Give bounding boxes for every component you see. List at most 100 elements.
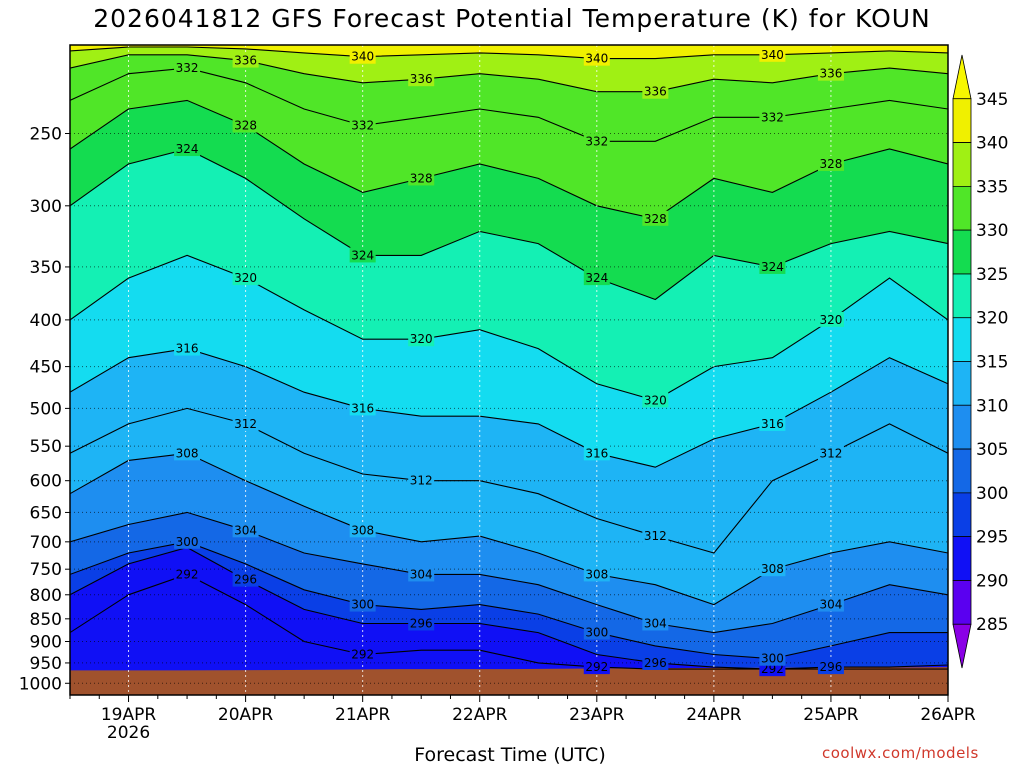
isentrope-296: [70, 546, 948, 670]
contour-label-bg: [232, 415, 259, 431]
ground-layer: [70, 667, 948, 695]
colorbar-segment: [952, 536, 972, 581]
y-tick-label: 800: [30, 586, 62, 606]
contour-label-300: 300: [176, 535, 199, 549]
isentrope-308: [70, 452, 948, 606]
y-tick-label: 300: [30, 197, 62, 217]
contour-label-bg: [408, 615, 435, 631]
colorbar-segment: [952, 361, 972, 406]
grid-layer: [70, 45, 948, 695]
contour-label-bg: [817, 156, 844, 172]
y-tick-label: 250: [30, 124, 62, 144]
colorbar-label: 345: [976, 90, 1008, 110]
colorbar-label: 290: [976, 571, 1008, 591]
y-tick-label: 400: [30, 311, 62, 331]
x-tick-label: 19APR: [101, 705, 157, 725]
contour-label-bg: [759, 415, 786, 431]
y-tick-label: 850: [30, 610, 62, 630]
contour-label-296: 296: [644, 656, 667, 670]
x-tick-label: 26APR: [920, 705, 976, 725]
y-tick-label: 450: [30, 358, 62, 378]
contour-label-304: 304: [644, 616, 667, 630]
contour-label-bg: [817, 65, 844, 81]
contour-label-300: 300: [585, 626, 608, 640]
contour-label-bg: [642, 392, 669, 408]
credit-link[interactable]: coolwx.com/models: [822, 744, 979, 762]
contour-label-336: 336: [234, 54, 257, 68]
contour-label-bg: [349, 247, 376, 263]
contour-label-bg: [174, 60, 201, 76]
isentrope-336: [70, 54, 948, 93]
colorbar-segment: [952, 54, 972, 100]
contour-label-320: 320: [410, 332, 433, 346]
contour-label-336: 336: [819, 67, 842, 81]
contour-label-bg: [174, 533, 201, 549]
contour-label-324: 324: [585, 271, 608, 285]
contour-label-bg: [174, 445, 201, 461]
contour-label-332: 332: [176, 61, 199, 75]
colorbar-label: 325: [976, 265, 1008, 285]
contour-label-bg: [408, 170, 435, 186]
colorbar-segment: [952, 492, 972, 538]
contour-label-bg: [583, 624, 610, 640]
colorbar-segment: [952, 623, 972, 669]
colorbar-segment: [952, 448, 972, 494]
contour-label-292: 292: [351, 647, 374, 661]
contour-label-bg: [174, 340, 201, 356]
contour-label-bg: [642, 528, 669, 544]
theta-fill-layer: [70, 45, 948, 695]
contour-label-bg: [583, 50, 610, 66]
y-tick-label: 1000: [19, 674, 62, 694]
contour-label-bg: [408, 71, 435, 87]
contour-label-bg: [759, 46, 786, 62]
ground-terrain: [70, 667, 948, 695]
colorbar-segment: [952, 98, 972, 143]
colorbar-label: 285: [976, 615, 1008, 635]
x-tick-sublabel: 2026: [107, 723, 150, 743]
contour-label-bg: [817, 596, 844, 612]
chart-title: 2026041812 GFS Forecast Potential Temper…: [93, 4, 931, 33]
contour-label-320: 320: [234, 271, 257, 285]
contour-label-340: 340: [351, 50, 374, 64]
contour-label-316: 316: [176, 342, 199, 356]
isentrope-312: [70, 407, 948, 554]
isentrope-layer: [70, 46, 948, 670]
contour-label-bg: [759, 650, 786, 666]
contour-label-296: 296: [234, 573, 257, 587]
colorbar-segment: [952, 404, 972, 450]
isentrope-292: [70, 573, 948, 670]
contour-label-332: 332: [351, 118, 374, 132]
contour-label-316: 316: [761, 417, 784, 431]
y-axis: 2503003504004505005506006507007508008509…: [19, 124, 70, 694]
isentrope-300: [70, 541, 948, 660]
contour-label-bg: [174, 141, 201, 157]
contour-label-336: 336: [410, 72, 433, 86]
contour-label-320: 320: [644, 393, 667, 407]
contour-label-bg: [583, 445, 610, 461]
contour-label-bg: [408, 566, 435, 582]
y-tick-label: 750: [30, 560, 62, 580]
contour-label-bg: [349, 48, 376, 64]
y-tick-label: 550: [30, 437, 62, 457]
x-tick-label: 23APR: [569, 705, 625, 725]
contour-label-304: 304: [410, 567, 433, 581]
y-tick-label: 950: [30, 654, 62, 674]
colorbar-label: 315: [976, 353, 1008, 373]
contour-label-bg: [759, 561, 786, 577]
y-tick-label: 650: [30, 503, 62, 523]
contour-label-bg: [642, 83, 669, 99]
contour-label-324: 324: [351, 248, 374, 262]
contour-label-bg: [583, 566, 610, 582]
contour-label-bg: [174, 566, 201, 582]
contour-label-336: 336: [644, 85, 667, 99]
contour-label-300: 300: [351, 598, 374, 612]
contour-label-328: 328: [644, 212, 667, 226]
contour-label-bg: [349, 596, 376, 612]
contour-label-bg: [232, 117, 259, 133]
contour-label-340: 340: [585, 52, 608, 66]
isentrope-324: [70, 148, 948, 301]
colorbar-label: 310: [976, 396, 1008, 416]
contour-label-324: 324: [176, 142, 199, 156]
y-tick-label: 600: [30, 472, 62, 492]
contour-label-332: 332: [761, 110, 784, 124]
